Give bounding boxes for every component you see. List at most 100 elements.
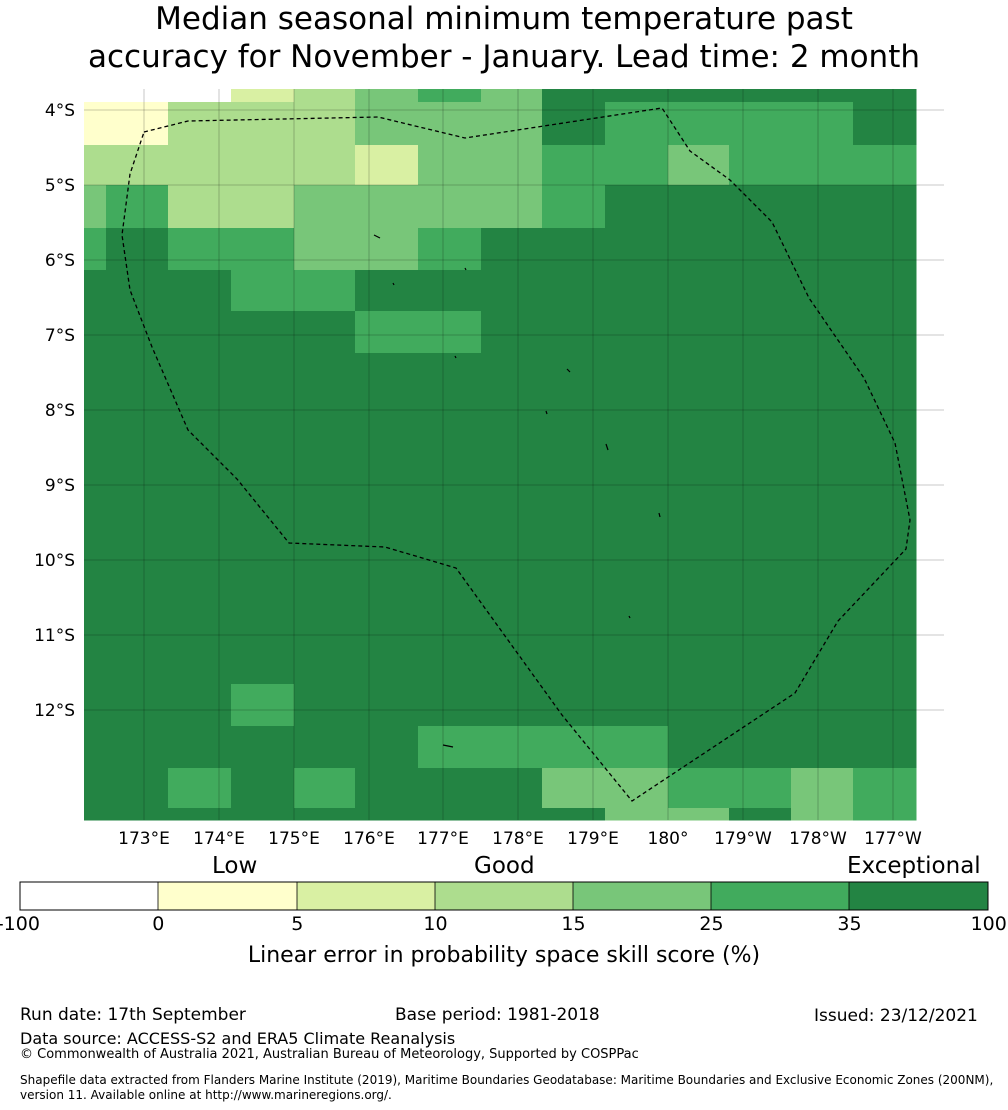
grid-cell (294, 684, 356, 727)
latitude-label: 12°S (34, 701, 75, 721)
grid-cell (605, 353, 669, 396)
grid-cell (729, 102, 792, 146)
grid-cell (231, 558, 295, 601)
colorbar-tick-label: 100 (970, 913, 1007, 935)
grid-cell (106, 228, 169, 271)
longitude-label: 177°E (417, 829, 469, 849)
grid-cell (168, 641, 232, 685)
grid-cell (231, 353, 295, 396)
issued-date: Issued: 23/12/2021 (814, 1006, 978, 1026)
colorbar-tick-label: 25 (699, 913, 724, 935)
grid-cell (791, 600, 854, 642)
latitude-label: 11°S (34, 626, 75, 646)
grid-cell (481, 145, 543, 186)
island (545, 410, 548, 415)
grid-cell (791, 102, 854, 146)
grid-cell (168, 353, 232, 396)
grid-cell (355, 102, 419, 146)
grid-cell (106, 353, 169, 396)
grid-cell (231, 145, 295, 186)
grid-cell (106, 102, 169, 146)
grid-cell (294, 768, 356, 809)
colorbar-tick-label: 15 (561, 913, 586, 935)
grid-cell (668, 436, 730, 478)
shapefile-credit-2: version 11. Available online at http://w… (20, 1088, 392, 1102)
grid-cell (668, 311, 730, 354)
grid-cell (294, 395, 356, 437)
grid-cell (84, 185, 107, 229)
grid-cell (231, 641, 295, 685)
colorbar-segment (435, 882, 573, 910)
grid-cell (853, 518, 917, 559)
island (454, 355, 457, 359)
latitude-labels: 4°S 5°S 6°S 7°S 8°S 9°S 10°S 11°S 12°S (34, 101, 75, 721)
grid-cell (231, 185, 295, 229)
grid-cell (668, 353, 730, 396)
grid-cell (853, 641, 917, 685)
grid-cell (729, 270, 792, 312)
colorbar-tick-label: 10 (423, 913, 448, 935)
grid-cell (729, 436, 792, 478)
grid-cell (294, 353, 356, 396)
grid-cell (231, 600, 295, 642)
skill-grid (84, 89, 917, 821)
grid-cell (853, 89, 917, 103)
grid-cell (729, 395, 792, 437)
grid-cell (355, 768, 419, 809)
grid-cell (481, 641, 543, 685)
grid-cell (605, 600, 669, 642)
grid-cell (605, 395, 669, 437)
grid-cell (231, 436, 295, 478)
grid-cell (84, 518, 107, 559)
latitude-label: 7°S (45, 326, 75, 346)
grid-cell (481, 518, 543, 559)
grid-cell (791, 684, 854, 727)
grid-cell (168, 477, 232, 519)
grid-cell (168, 558, 232, 601)
longitude-label: 179°E (567, 829, 619, 849)
grid-cell (481, 353, 543, 396)
grid-cell (481, 395, 543, 437)
grid-cell (791, 353, 854, 396)
grid-cell (542, 311, 606, 354)
grid-cell (605, 768, 669, 809)
grid-cell (791, 228, 854, 271)
latitude-label: 4°S (45, 101, 75, 121)
colorbar-outline (19, 881, 989, 911)
category-low: Low (212, 853, 258, 879)
grid-cell (168, 726, 232, 769)
data-source: Data source: ACCESS-S2 and ERA5 Climate … (20, 1029, 456, 1048)
grid-cell (84, 768, 107, 809)
copyright: © Commonwealth of Australia 2021, Austra… (20, 1047, 639, 1062)
grid-cell (418, 518, 482, 559)
longitude-label: 174°E (193, 829, 245, 849)
grid-cell (791, 768, 854, 809)
grid-cell (294, 641, 356, 685)
grid-cell (355, 641, 419, 685)
grid-cell (668, 600, 730, 642)
grid-cell (853, 311, 917, 354)
grid-cell (481, 477, 543, 519)
grid-cell (668, 270, 730, 312)
grid-cell (729, 311, 792, 354)
colorbar-segment (20, 882, 158, 910)
grid-cell (481, 102, 543, 146)
latitude-label: 5°S (45, 176, 75, 196)
grid-cell (853, 808, 917, 821)
grid-cell (605, 726, 669, 769)
grid-cell (729, 185, 792, 229)
grid-cell (231, 102, 295, 146)
longitude-label: 177°W (864, 829, 922, 849)
grid-cell (231, 311, 295, 354)
grid-cell (605, 185, 669, 229)
grid-cell (84, 641, 107, 685)
grid-cell (481, 684, 543, 727)
grid-cell (542, 768, 606, 809)
grid-cell (294, 145, 356, 186)
grid-cell (853, 353, 917, 396)
grid-cell (481, 185, 543, 229)
grid-cell (853, 145, 917, 186)
grid-cell (481, 436, 543, 478)
grid-cell (355, 684, 419, 727)
grid-cell (84, 102, 107, 146)
